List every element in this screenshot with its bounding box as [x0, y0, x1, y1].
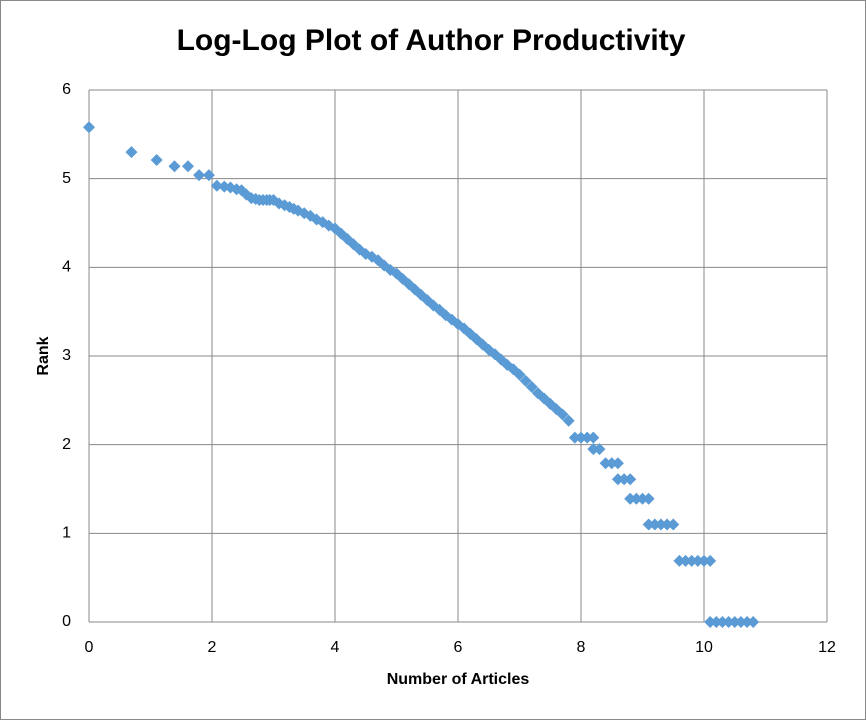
- y-axis-title: Rank: [35, 336, 52, 375]
- point: [704, 554, 717, 567]
- point: [593, 443, 606, 456]
- y-tick-label: 6: [62, 81, 71, 98]
- point: [630, 492, 643, 505]
- point: [636, 492, 649, 505]
- point: [648, 518, 661, 531]
- y-tick-label: 4: [62, 259, 71, 276]
- chart-title: Log-Log Plot of Author Productivity: [177, 24, 686, 57]
- point: [83, 121, 95, 134]
- point: [685, 554, 698, 567]
- point: [587, 431, 600, 444]
- point: [611, 457, 624, 470]
- y-tick-label: 0: [62, 613, 71, 630]
- point: [587, 443, 600, 456]
- point: [642, 492, 655, 505]
- x-axis-title: Number of Articles: [387, 671, 530, 688]
- point: [182, 160, 195, 173]
- point: [679, 554, 692, 567]
- point: [654, 518, 667, 531]
- x-tick-label: 6: [454, 639, 463, 656]
- point: [747, 616, 760, 628]
- y-tick-label: 1: [62, 525, 71, 542]
- point: [556, 408, 569, 421]
- point: [642, 518, 655, 531]
- point: [605, 457, 618, 470]
- point: [698, 554, 710, 567]
- point: [562, 414, 575, 427]
- x-tick-label: 2: [208, 639, 217, 656]
- grid: [88, 89, 828, 623]
- point: [575, 431, 587, 444]
- point: [525, 381, 538, 394]
- point: [624, 473, 637, 486]
- point: [691, 554, 704, 567]
- x-tick-label: 10: [695, 639, 713, 656]
- point: [125, 146, 138, 159]
- point: [581, 431, 594, 444]
- point: [704, 616, 717, 628]
- marks: [83, 121, 760, 628]
- point: [728, 616, 741, 628]
- point: [618, 473, 631, 486]
- x-tick-label: 12: [818, 639, 836, 656]
- point: [599, 457, 612, 470]
- point: [667, 518, 680, 531]
- point: [716, 616, 729, 628]
- y-tick-label: 3: [62, 347, 71, 364]
- point: [661, 518, 674, 531]
- x-tick-label: 0: [85, 639, 94, 656]
- point: [624, 492, 637, 505]
- point: [734, 616, 747, 628]
- y-tick-label: 2: [62, 436, 71, 453]
- point: [741, 616, 754, 628]
- point: [193, 169, 206, 182]
- x-tick-label: 8: [577, 639, 586, 656]
- point: [210, 179, 223, 192]
- x-tick-label: 4: [331, 639, 340, 656]
- point: [150, 154, 163, 167]
- point: [673, 554, 686, 567]
- point: [202, 169, 215, 182]
- point: [611, 473, 624, 486]
- point: [519, 374, 532, 387]
- y-tick-label: 5: [62, 170, 71, 187]
- point: [710, 616, 723, 628]
- point: [168, 160, 181, 173]
- point: [513, 368, 526, 381]
- point: [568, 431, 581, 444]
- point: [722, 616, 735, 628]
